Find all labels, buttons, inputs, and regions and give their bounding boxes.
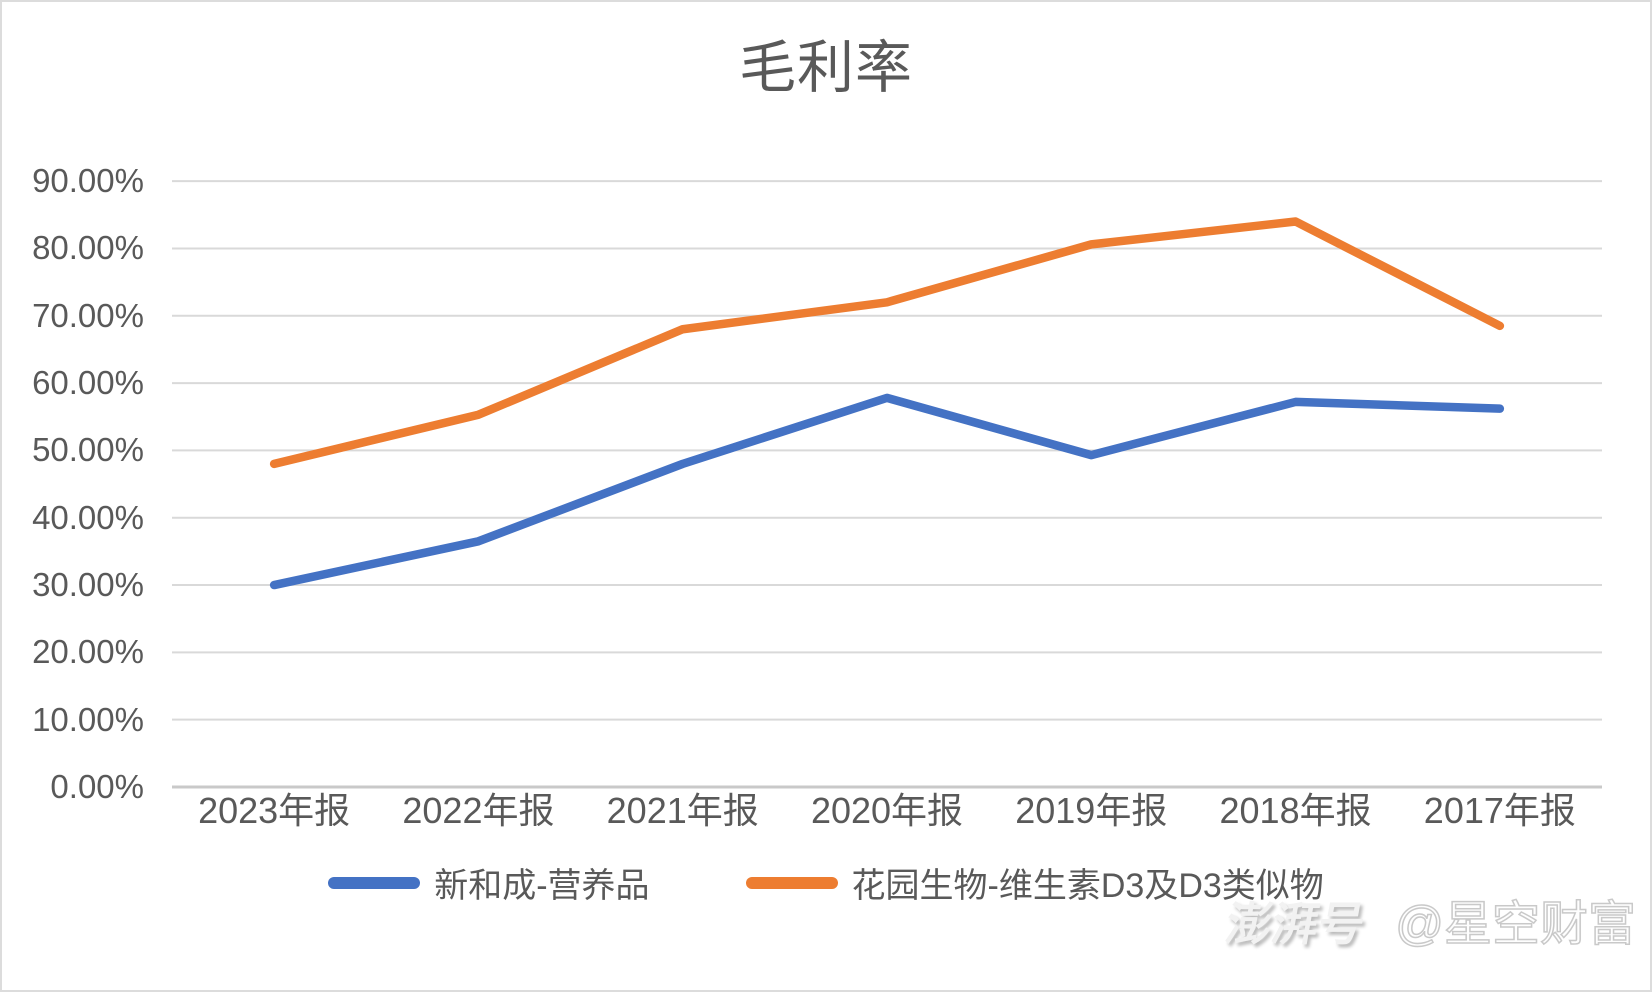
chart-legend: 新和成-营养品 花园生物-维生素D3及D3类似物 bbox=[2, 858, 1650, 907]
series-line-1 bbox=[269, 217, 1505, 469]
legend-line-swatch bbox=[328, 876, 421, 889]
x-category-label: 2019年报 bbox=[1015, 790, 1168, 831]
y-tick-label: 70.00% bbox=[32, 296, 144, 334]
y-tick-label: 0.00% bbox=[50, 768, 144, 805]
x-category-label: 2022年报 bbox=[402, 790, 555, 831]
y-tick-label: 80.00% bbox=[32, 229, 144, 267]
legend-item-1: 花园生物-维生素D3及D3类似物 bbox=[745, 858, 1324, 907]
legend-line-swatch bbox=[745, 876, 838, 889]
series-line-0 bbox=[269, 393, 1505, 590]
legend-label: 花园生物-维生素D3及D3类似物 bbox=[851, 867, 1324, 905]
x-category-label: 2021年报 bbox=[606, 790, 759, 831]
chart-title: 毛利率 bbox=[739, 36, 913, 100]
legend-item-0: 新和成-营养品 bbox=[328, 858, 650, 907]
y-tick-label: 90.00% bbox=[32, 162, 144, 200]
y-tick-label: 30.00% bbox=[32, 566, 144, 604]
x-category-label: 2017年报 bbox=[1423, 790, 1576, 831]
y-tick-label: 50.00% bbox=[32, 431, 144, 469]
x-category-label: 2020年报 bbox=[810, 790, 964, 831]
y-tick-label: 20.00% bbox=[32, 633, 144, 671]
y-tick-label: 60.00% bbox=[32, 364, 144, 402]
y-tick-label: 10.00% bbox=[32, 700, 144, 738]
y-tick-label: 40.00% bbox=[32, 498, 144, 536]
legend-label: 新和成-营养品 bbox=[434, 867, 650, 905]
x-category-label: 2023年报 bbox=[198, 790, 351, 831]
x-category-label: 2018年报 bbox=[1219, 790, 1372, 831]
